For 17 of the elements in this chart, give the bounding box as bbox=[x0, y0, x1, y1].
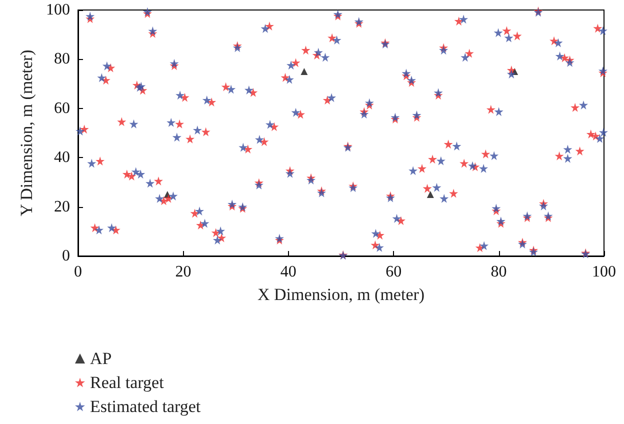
x-tick-label: 100 bbox=[592, 264, 616, 280]
x-axis-title: X Dimension, m (meter) bbox=[257, 285, 425, 304]
x-tick-label: 20 bbox=[175, 264, 192, 280]
y-tick-label: 80 bbox=[54, 50, 70, 68]
legend-label: Estimated target bbox=[90, 397, 201, 416]
x-tick-label: 40 bbox=[280, 264, 296, 280]
legend-label: AP bbox=[90, 349, 112, 368]
y-tick-label: 20 bbox=[54, 198, 70, 216]
x-tick-label: 60 bbox=[386, 264, 402, 280]
x-tick-label: 80 bbox=[490, 264, 507, 280]
y-axis-title: Y Dimension, m (meter) bbox=[17, 50, 36, 216]
x-tick-label: 0 bbox=[74, 264, 82, 280]
y-tick-label: 40 bbox=[54, 149, 70, 166]
y-tick-label: 100 bbox=[46, 2, 70, 18]
y-tick-label: 0 bbox=[62, 248, 70, 264]
y-tick-label: 60 bbox=[54, 100, 70, 117]
legend-label: Real target bbox=[90, 373, 164, 392]
